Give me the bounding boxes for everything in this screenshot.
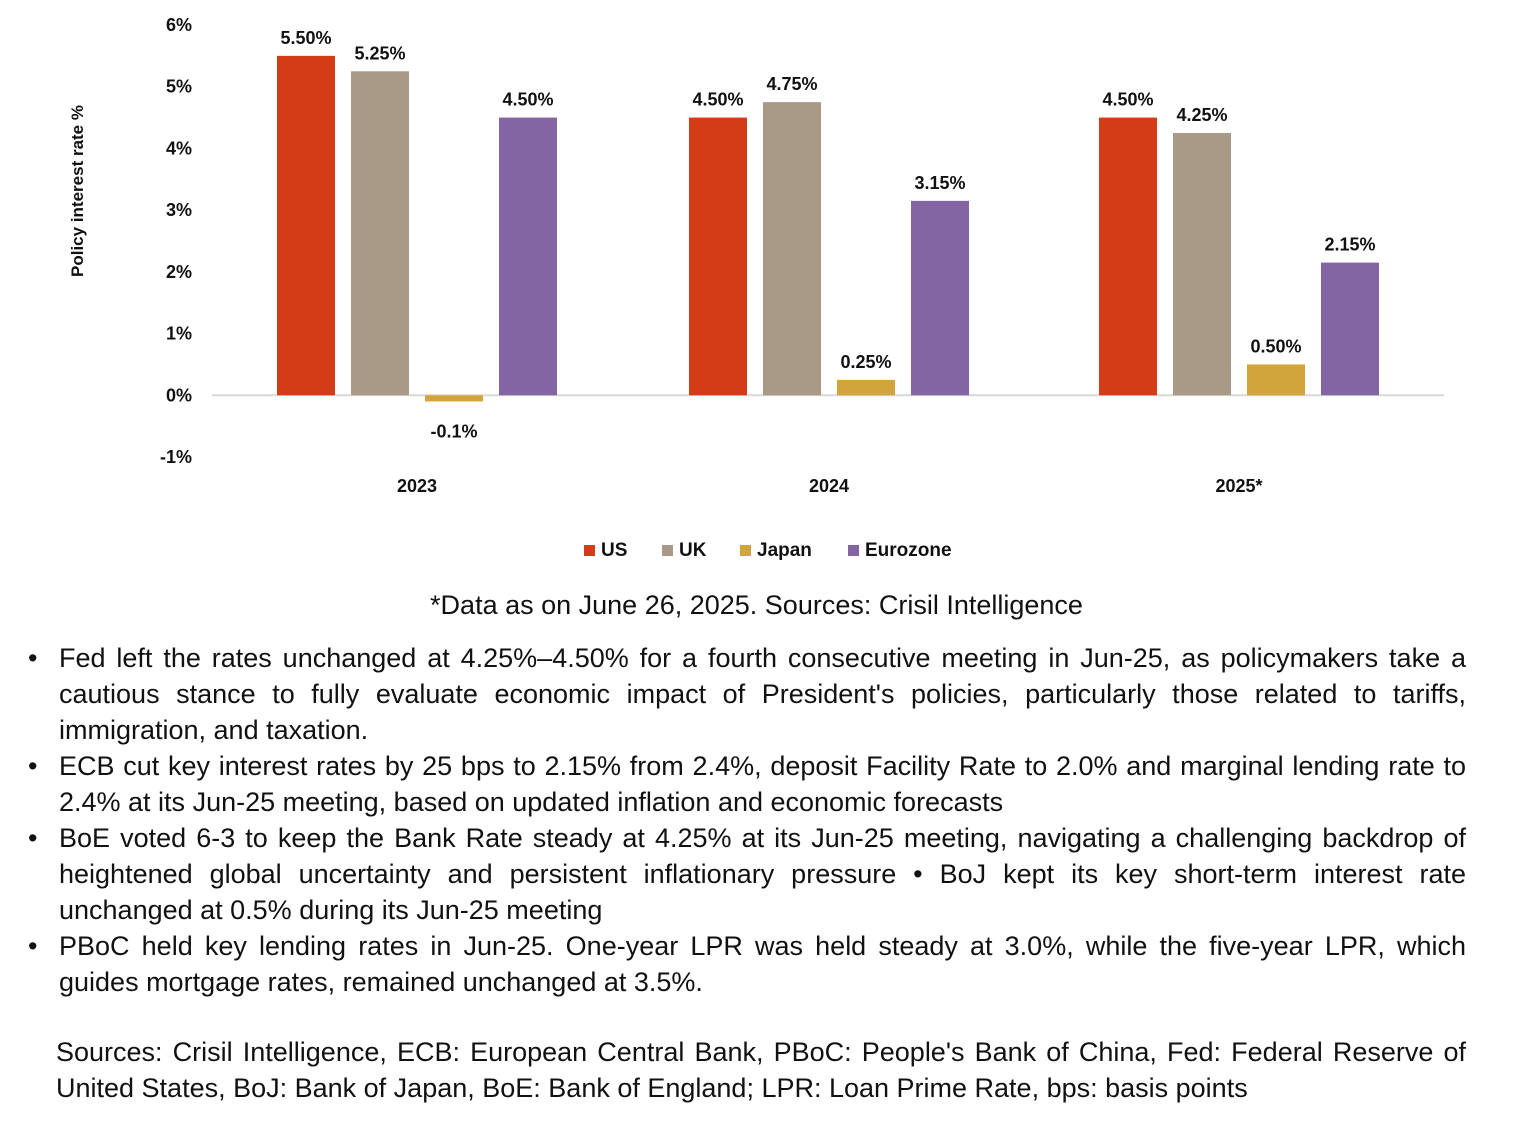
bullet-marker: • [28,931,38,961]
legend-swatch-eurozone [848,545,859,556]
bullet-item: • Fed left the rates unchanged at 4.25%–4… [28,640,1466,748]
bar-uk-2023 [351,71,409,396]
bullet-marker: • [28,823,38,853]
bar-japan-2025* [1247,364,1305,396]
bar-uk-2024 [763,102,821,396]
chart-source-note: *Data as on June 26, 2025. Sources: Cris… [430,590,1083,620]
data-label: 4.50% [1102,90,1153,110]
x-category-label: 2023 [397,476,437,496]
bar-japan-2023 [425,395,483,402]
data-label: 2.15% [1324,235,1375,255]
data-label: 4.25% [1176,105,1227,125]
y-tick-label: 1% [166,324,192,344]
bar-eurozone-2025* [1321,262,1379,396]
legend-swatch-us [584,545,595,556]
bullet-marker: • [28,751,38,781]
bullet-text: ECB cut key interest rates by 25 bps to … [59,751,1466,817]
y-tick-label: 2% [166,262,192,282]
bar-japan-2024 [837,379,895,396]
legend-label-japan: Japan [757,540,812,561]
legend-label-eurozone: Eurozone [865,540,952,561]
y-tick-label: 6% [166,15,192,35]
bar-us-2023 [277,55,335,396]
data-label: 5.50% [280,28,331,48]
data-label: 4.50% [502,90,553,110]
y-tick-label: 4% [166,138,192,158]
data-label: -0.1% [430,421,477,441]
bar-us-2025* [1099,117,1157,396]
footer-sources: Sources: Crisil Intelligence, ECB: Europ… [56,1037,1466,1103]
data-label: 4.50% [692,90,743,110]
bar-uk-2025* [1173,133,1231,396]
data-label: 5.25% [354,43,405,63]
y-tick-label: 0% [166,385,192,405]
y-axis-label: Policy interest rate % [68,105,87,277]
bullet-marker: • [28,643,38,673]
bar-us-2024 [689,117,747,396]
x-category-label: 2025* [1215,476,1262,496]
legend-swatch-uk [662,545,673,556]
legend-swatch-japan [740,545,751,556]
bullet-text: Fed left the rates unchanged at 4.25%–4.… [59,643,1466,745]
bar-eurozone-2023 [499,117,557,396]
legend-label-uk: UK [679,540,707,561]
bar-eurozone-2024 [911,200,969,396]
data-label: 0.25% [840,352,891,372]
bullet-text: PBoC held key lending rates in Jun-25. O… [59,931,1466,997]
bullet-text: BoE voted 6-3 to keep the Bank Rate stea… [59,823,1466,925]
legend-label-us: US [601,540,627,561]
x-category-label: 2024 [809,476,849,496]
data-label: 3.15% [914,173,965,193]
data-label: 4.75% [766,74,817,94]
data-label: 0.50% [1250,336,1301,356]
y-tick-label: 5% [166,77,192,97]
bullet-item: • PBoC held key lending rates in Jun-25. … [28,928,1466,1000]
bullet-item: • BoE voted 6-3 to keep the Bank Rate ste… [28,820,1466,928]
y-tick-label: 3% [166,200,192,220]
y-tick-label: -1% [160,447,192,467]
chart-area: 6% 5% 4% 3% 2% 1% 0% -1% Policy interest rate % 5… [68,15,1444,561]
bar-chart: 6% 5% 4% 3% 2% 1% 0% -1% Policy interest rate % 5… [68,15,1444,561]
bullet-item: • ECB cut key interest rates by 25 bps to… [28,748,1466,820]
commentary-bullets: • Fed left the rates unchanged at 4.25%–4… [28,640,1466,1000]
